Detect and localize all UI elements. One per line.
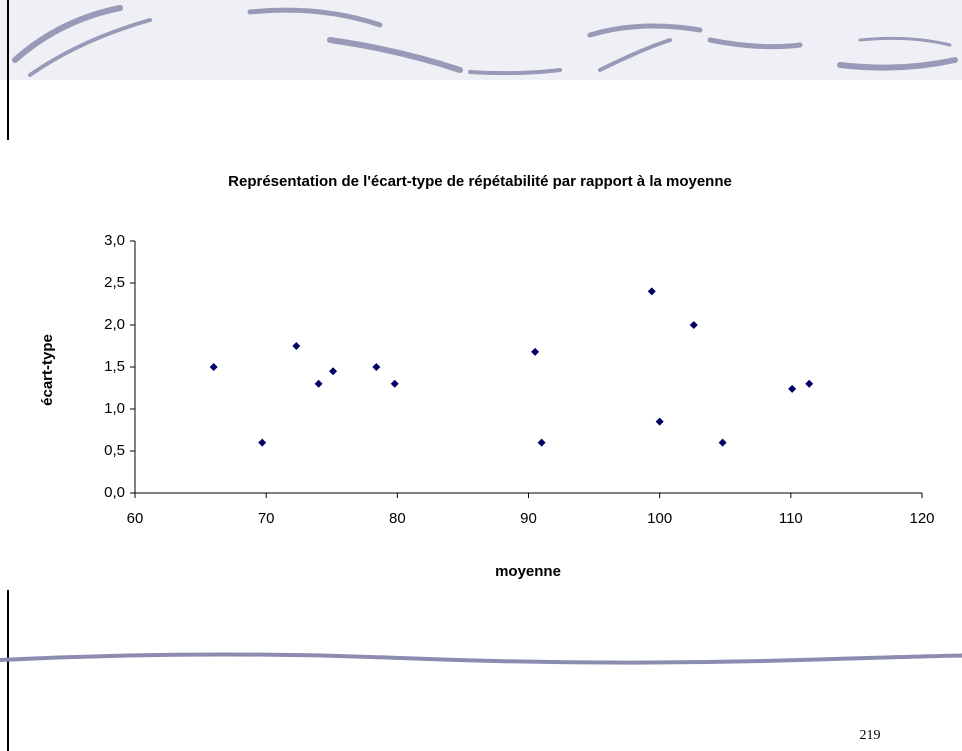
y-tick-label: 2,5 bbox=[104, 274, 125, 291]
banner-decoration bbox=[0, 0, 962, 80]
y-tick-label: 0,5 bbox=[104, 442, 125, 459]
x-tick-label: 120 bbox=[909, 510, 934, 527]
x-tick-label: 70 bbox=[258, 510, 275, 527]
y-tick-label: 3,0 bbox=[104, 232, 125, 249]
y-tick-label: 1,0 bbox=[104, 400, 125, 417]
y-tick-label: 0,0 bbox=[104, 484, 125, 501]
x-tick-label: 90 bbox=[520, 510, 537, 527]
x-tick-label: 80 bbox=[389, 510, 406, 527]
background bbox=[0, 0, 962, 751]
x-axis-label: moyenne bbox=[495, 563, 561, 580]
y-tick-label: 1,5 bbox=[104, 358, 125, 375]
x-tick-label: 110 bbox=[779, 510, 803, 527]
x-tick-label: 100 bbox=[647, 510, 672, 527]
slide: Représentation de l'écart-type de répéta… bbox=[0, 0, 962, 751]
chart-title: Représentation de l'écart-type de répéta… bbox=[228, 173, 732, 190]
x-tick-label: 60 bbox=[127, 510, 144, 527]
page-number: 219 bbox=[860, 728, 881, 743]
y-tick-label: 2,0 bbox=[104, 316, 125, 333]
y-axis-label: écart-type bbox=[39, 334, 56, 406]
